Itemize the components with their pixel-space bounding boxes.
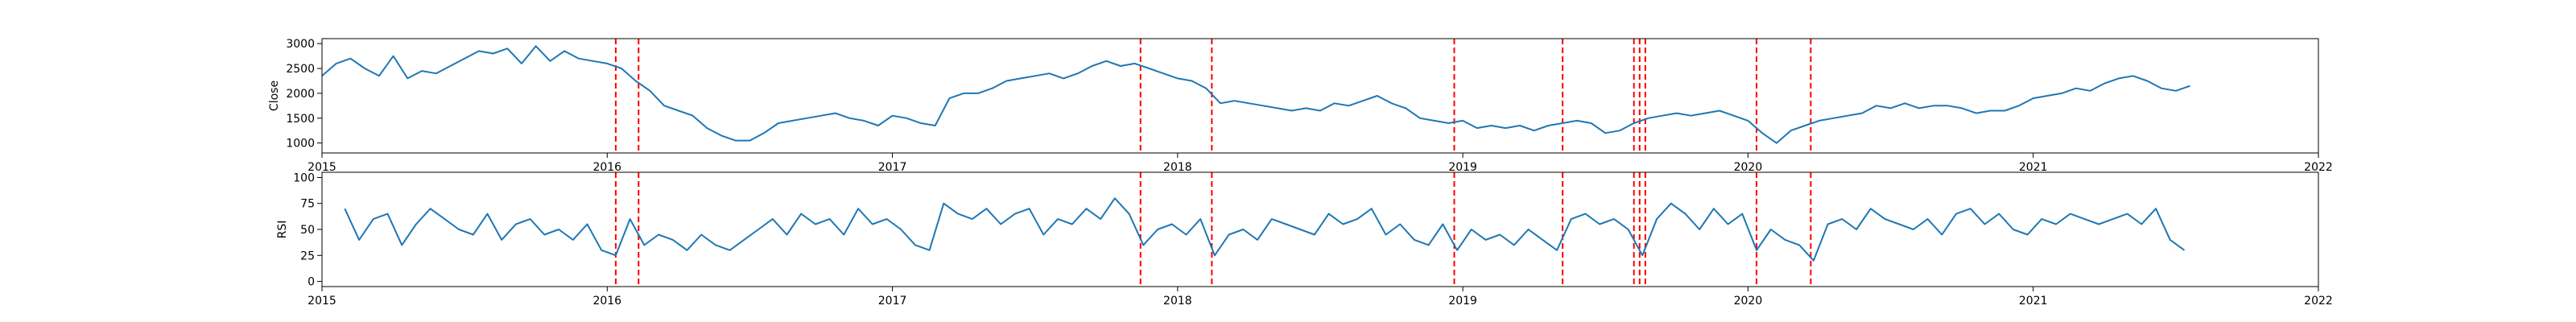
rsi-x-tick-label: 2020 [1734, 295, 1763, 308]
close-x-tick-label: 2016 [592, 161, 621, 174]
rsi-y-tick-label: 50 [300, 224, 315, 237]
rsi-event-lines [614, 172, 1812, 287]
rsi-x-tick-label: 2021 [2019, 295, 2048, 308]
close-y-axis-label: Close [268, 80, 281, 111]
rsi-plot-area [322, 172, 2318, 287]
close-x-ticks: 2015 2016 2017 2018 2019 2020 2021 2022 [308, 153, 2333, 174]
close-line [321, 45, 2190, 144]
rsi-y-tick-label: 0 [308, 276, 315, 289]
close-y-tick-label: 2500 [286, 63, 315, 76]
close-x-tick-label: 2015 [308, 161, 336, 174]
close-x-tick-label: 2018 [1163, 161, 1192, 174]
close-event-lines [614, 39, 1812, 153]
rsi-series [344, 197, 2186, 262]
rsi-x-tick-label: 2019 [1448, 295, 1477, 308]
close-y-tick-label: 1500 [286, 113, 315, 126]
rsi-line [344, 197, 2186, 262]
close-y-tick-label: 2000 [286, 88, 315, 101]
rsi-y-axis-label: RSI [276, 221, 289, 239]
close-series [321, 45, 2190, 144]
rsi-y-ticks: 0 25 50 75 100 [293, 171, 322, 289]
rsi-x-tick-label: 2015 [308, 295, 336, 308]
close-plot-frame [321, 38, 2319, 154]
close-x-tick-label: 2022 [2304, 161, 2333, 174]
close-y-tick-label: 1000 [286, 138, 315, 151]
rsi-x-tick-label: 2018 [1163, 295, 1192, 308]
close-plot-area [322, 39, 2318, 153]
rsi-y-tick-label: 100 [293, 171, 315, 184]
close-x-tick-label: 2019 [1448, 161, 1477, 174]
close-x-tick-label: 2017 [878, 161, 907, 174]
close-x-tick-label: 2021 [2019, 161, 2048, 174]
rsi-x-tick-label: 2017 [878, 295, 907, 308]
rsi-x-ticks: 2015 2016 2017 2018 2019 2020 2021 2022 [308, 287, 2333, 308]
rsi-x-tick-label: 2016 [592, 295, 621, 308]
close-x-tick-label: 2020 [1734, 161, 1763, 174]
rsi-x-tick-label: 2022 [2304, 295, 2333, 308]
close-y-ticks: 1000 1500 2000 2500 3000 [286, 38, 322, 151]
rsi-y-tick-label: 25 [300, 250, 315, 262]
rsi-y-tick-label: 75 [300, 198, 315, 211]
close-y-tick-label: 3000 [286, 38, 315, 51]
